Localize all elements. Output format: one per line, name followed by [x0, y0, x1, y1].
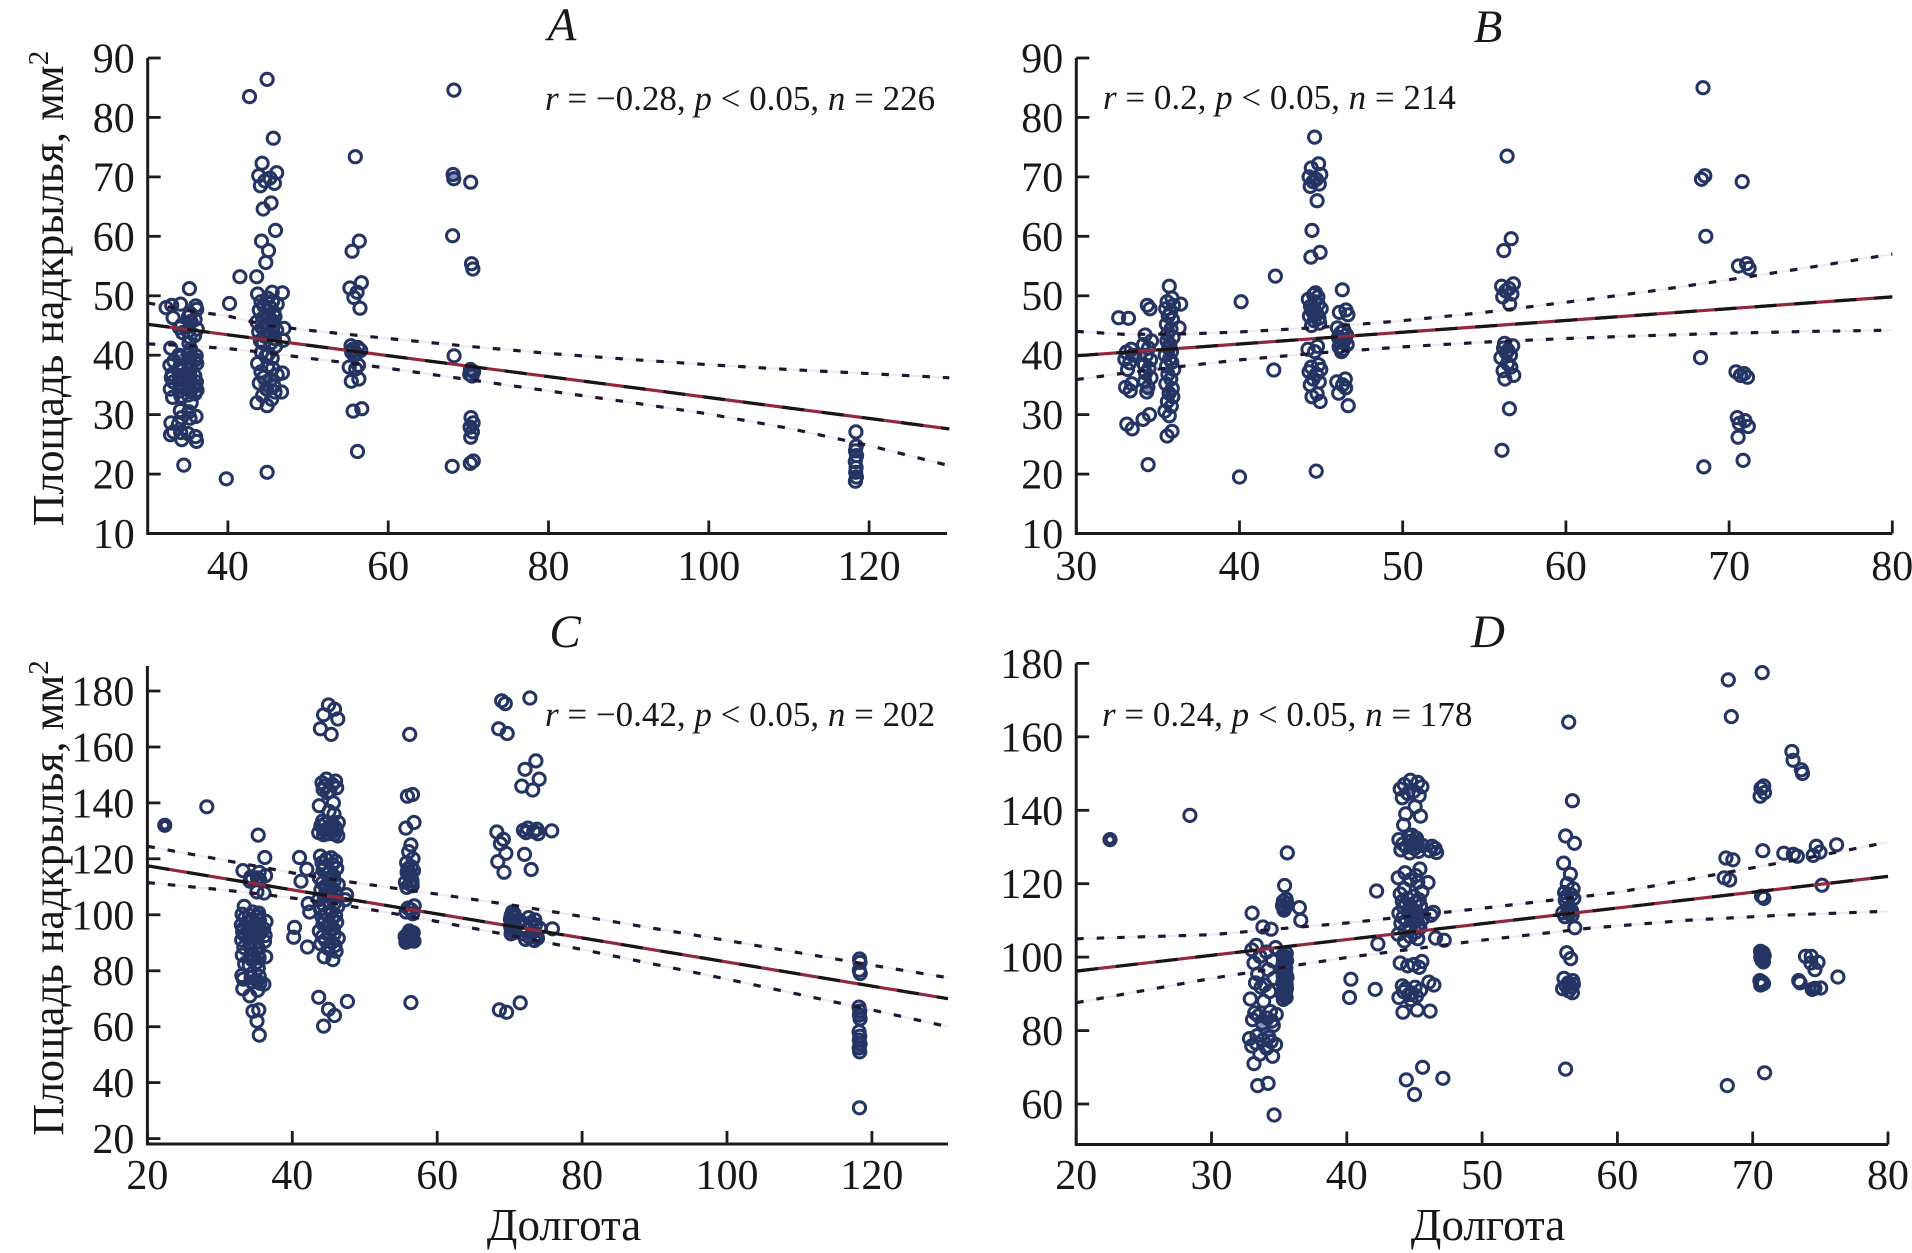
svg-text:160: 160: [71, 726, 134, 772]
svg-text:160: 160: [1000, 715, 1063, 761]
svg-text:180: 180: [1000, 642, 1063, 688]
svg-text:60: 60: [1545, 544, 1587, 590]
svg-text:20: 20: [93, 453, 135, 499]
svg-text:50: 50: [1461, 1153, 1503, 1199]
svg-text:10: 10: [93, 512, 135, 558]
svg-text:r = −0.28, p < 0.05, n = 226: r = −0.28, p < 0.05, n = 226: [545, 79, 935, 118]
svg-text:20: 20: [126, 1153, 168, 1199]
svg-text:100: 100: [1000, 936, 1063, 982]
svg-text:20: 20: [1055, 1153, 1097, 1199]
svg-text:50: 50: [1382, 544, 1424, 590]
svg-text:30: 30: [1191, 1153, 1233, 1199]
svg-text:60: 60: [1021, 1083, 1063, 1129]
svg-text:60: 60: [416, 1153, 458, 1199]
svg-text:80: 80: [1021, 1009, 1063, 1055]
svg-text:60: 60: [1021, 215, 1063, 261]
svg-text:60: 60: [1596, 1153, 1638, 1199]
svg-text:Долгота: Долгота: [487, 1200, 642, 1250]
svg-text:140: 140: [71, 781, 134, 827]
svg-text:30: 30: [1055, 544, 1097, 590]
svg-text:40: 40: [207, 544, 249, 590]
svg-text:70: 70: [1021, 155, 1063, 201]
svg-text:30: 30: [1021, 393, 1063, 439]
svg-text:20: 20: [92, 1117, 134, 1163]
svg-text:140: 140: [1000, 789, 1063, 835]
svg-text:40: 40: [92, 1061, 134, 1107]
svg-text:r = −0.42, p < 0.05, n = 202: r = −0.42, p < 0.05, n = 202: [545, 695, 935, 734]
svg-text:80: 80: [1867, 1153, 1909, 1199]
svg-text:40: 40: [1021, 334, 1063, 380]
svg-text:120: 120: [71, 837, 134, 883]
svg-text:80: 80: [1021, 96, 1063, 142]
svg-text:10: 10: [1021, 512, 1063, 558]
svg-text:40: 40: [1219, 544, 1261, 590]
svg-text:80: 80: [561, 1153, 603, 1199]
svg-text:100: 100: [696, 1153, 759, 1199]
svg-text:C: C: [549, 606, 581, 658]
svg-text:80: 80: [92, 949, 134, 995]
svg-text:80: 80: [528, 544, 570, 590]
svg-text:90: 90: [1021, 37, 1063, 83]
svg-text:50: 50: [1021, 274, 1063, 320]
svg-text:40: 40: [1326, 1153, 1368, 1199]
svg-text:70: 70: [1732, 1153, 1774, 1199]
svg-text:80: 80: [1871, 544, 1912, 590]
svg-text:r = 0.2, p < 0.05, n = 214: r = 0.2, p < 0.05, n = 214: [1103, 78, 1456, 117]
svg-text:30: 30: [93, 393, 135, 439]
svg-text:70: 70: [93, 155, 135, 201]
svg-text:120: 120: [1000, 862, 1063, 908]
svg-text:50: 50: [93, 274, 135, 320]
svg-text:60: 60: [93, 215, 135, 261]
svg-text:D: D: [1470, 606, 1505, 658]
svg-text:40: 40: [271, 1153, 313, 1199]
svg-text:70: 70: [1708, 544, 1750, 590]
svg-text:180: 180: [71, 670, 134, 716]
svg-text:60: 60: [92, 1005, 134, 1051]
svg-text:80: 80: [93, 96, 135, 142]
svg-text:Площадь надкрылья, мм2: Площадь надкрылья, мм2: [23, 51, 73, 526]
svg-text:20: 20: [1021, 453, 1063, 499]
svg-text:90: 90: [93, 37, 135, 83]
svg-text:60: 60: [367, 544, 409, 590]
svg-text:40: 40: [93, 334, 135, 380]
svg-text:A: A: [545, 0, 577, 51]
svg-text:r = 0.24, p < 0.05, n = 178: r = 0.24, p < 0.05, n = 178: [1102, 695, 1472, 734]
svg-text:Площадь надкрылья, мм2: Площадь надкрылья, мм2: [23, 660, 73, 1135]
svg-text:B: B: [1474, 1, 1503, 53]
svg-text:120: 120: [840, 1153, 903, 1199]
svg-text:100: 100: [71, 893, 134, 939]
svg-text:100: 100: [677, 544, 740, 590]
svg-text:120: 120: [838, 544, 901, 590]
svg-text:Долгота: Долгота: [1411, 1200, 1566, 1250]
